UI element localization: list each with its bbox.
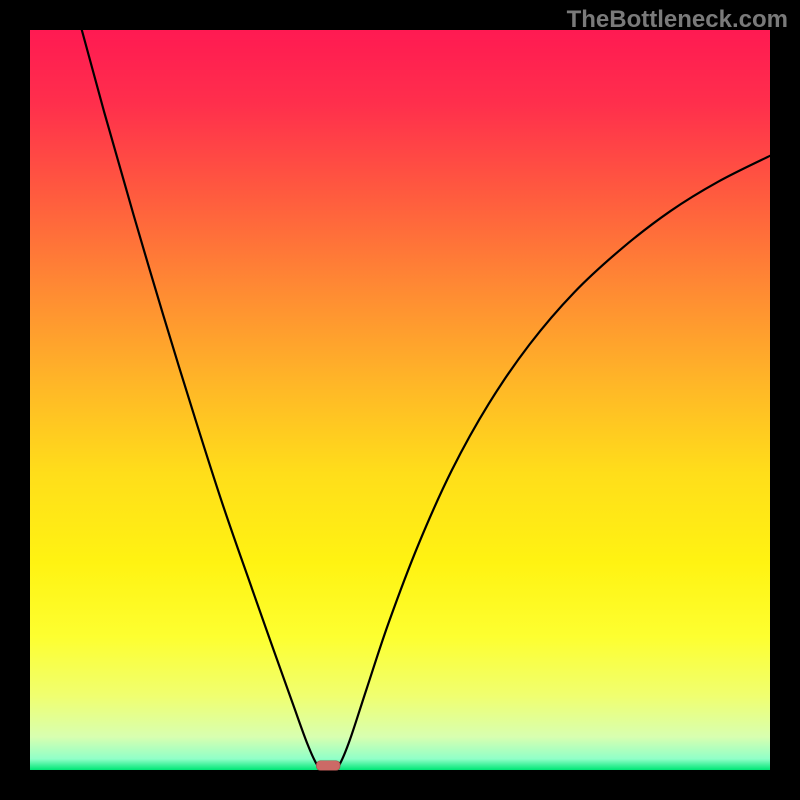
chart-canvas [0, 0, 800, 800]
chart-background [30, 30, 770, 770]
optimum-marker [316, 761, 340, 771]
